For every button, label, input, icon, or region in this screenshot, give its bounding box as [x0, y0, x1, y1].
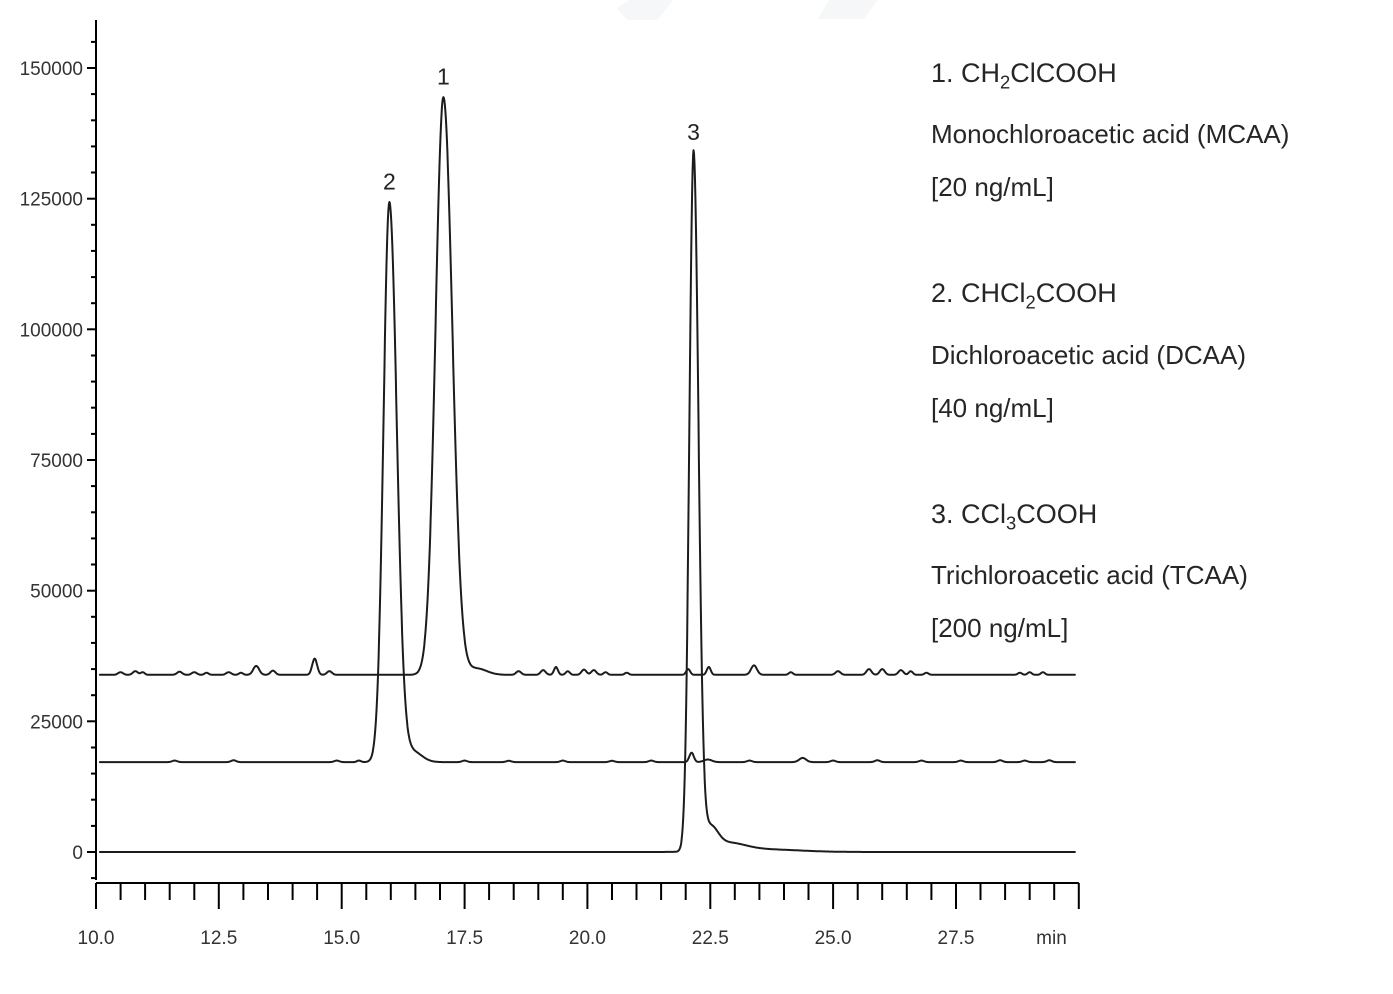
- compound-name: Dichloroacetic acid (DCAA): [931, 339, 1246, 370]
- trace-mcaa: [98, 96, 1076, 676]
- y-tick-label: 75000: [30, 451, 83, 472]
- x-axis-unit-label: min: [1036, 928, 1067, 949]
- trace-tcaa: [98, 149, 1076, 853]
- x-tick-label: 27.5: [938, 928, 975, 949]
- formula-pre: 2. CHCl: [931, 278, 1026, 309]
- formula-subscript: 3: [1006, 512, 1017, 534]
- y-tick-label: 125000: [20, 190, 83, 211]
- legend-entry-tcaa: 3. CCl3COOH Trichloroacetic acid (TCAA) …: [931, 488, 1371, 655]
- formula-post: ClCOOH: [1010, 58, 1117, 88]
- y-axis: 0 25000 50000 75000 100000 125000 150000: [20, 20, 97, 880]
- compound-formula: 3. CCl3COOH: [931, 488, 1371, 549]
- watermark-shape: [617, 0, 673, 20]
- compound-concentration: [40 ng/mL]: [931, 392, 1054, 423]
- legend-entry-mcaa: 1. CH2ClCOOH Monochloroacetic acid (MCAA…: [931, 47, 1371, 214]
- y-tick-label: 150000: [20, 59, 83, 80]
- watermark-shape: [818, 0, 878, 19]
- x-tick-label: 12.5: [200, 928, 237, 949]
- formula-post: COOH: [1035, 278, 1117, 309]
- x-tick-label: 17.5: [446, 928, 483, 949]
- formula-pre: 3. CCl: [931, 498, 1007, 529]
- x-tick-label: 22.5: [692, 928, 729, 949]
- legend-entry-dcaa: 2. CHCl2COOH Dichloroacetic acid (DCAA) …: [931, 267, 1371, 434]
- compound-formula: 2. CHCl2COOH: [931, 267, 1371, 328]
- y-tick-label: 25000: [30, 712, 83, 733]
- y-tick-label: 0: [72, 843, 83, 864]
- compound-name: Monochloroacetic acid (MCAA): [931, 119, 1290, 150]
- y-tick-label: 100000: [20, 320, 83, 341]
- compound-concentration: [20 ng/mL]: [931, 172, 1054, 203]
- peak-label-2: 2: [383, 168, 396, 194]
- legend: 1. CH2ClCOOH Monochloroacetic acid (MCAA…: [931, 47, 1371, 708]
- x-axis: 10.0 12.5 15.0 17.5 20.0 22.5 25.0 27.5 min: [78, 882, 1080, 949]
- peak-label-1: 1: [437, 63, 450, 89]
- compound-formula: 1. CH2ClCOOH: [931, 47, 1371, 108]
- y-tick-label: 50000: [30, 582, 83, 603]
- trace-dcaa: [98, 201, 1076, 764]
- compound-concentration: [200 ng/mL]: [931, 613, 1069, 644]
- x-tick-label: 10.0: [78, 928, 115, 949]
- formula-post: COOH: [1016, 498, 1098, 529]
- x-tick-label: 20.0: [569, 928, 606, 949]
- formula-subscript: 2: [1000, 71, 1011, 93]
- formula-pre: 1. CH: [931, 58, 1001, 88]
- compound-name: Trichloroacetic acid (TCAA): [931, 560, 1248, 591]
- formula-subscript: 2: [1025, 291, 1036, 313]
- x-tick-label: 25.0: [815, 928, 852, 949]
- peak-label-3: 3: [687, 119, 700, 145]
- x-tick-label: 15.0: [323, 928, 360, 949]
